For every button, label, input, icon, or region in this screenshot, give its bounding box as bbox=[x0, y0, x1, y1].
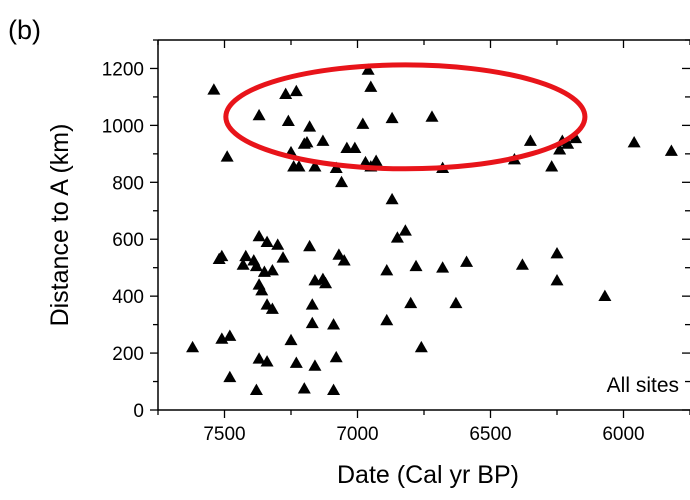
data-point-triangle bbox=[271, 238, 285, 250]
y-axis-title: Distance to A (km) bbox=[46, 124, 74, 327]
data-point-triangle bbox=[215, 332, 229, 344]
data-point-triangle bbox=[255, 283, 269, 296]
y-tick-label: 600 bbox=[112, 230, 144, 251]
data-point-triangle bbox=[369, 154, 383, 166]
data-point-triangle bbox=[327, 383, 341, 395]
data-point-triangle bbox=[223, 329, 237, 341]
data-point-triangle bbox=[284, 333, 298, 346]
data-point-triangle bbox=[335, 175, 349, 188]
data-point-triangle bbox=[380, 313, 394, 326]
data-point-triangle bbox=[414, 340, 428, 353]
y-tick-label: 1200 bbox=[102, 59, 144, 80]
data-point-triangle bbox=[385, 192, 399, 205]
data-point-triangle bbox=[252, 352, 266, 364]
data-point-triangle bbox=[348, 141, 362, 154]
all-sites-annotation: All sites bbox=[607, 374, 679, 397]
data-point-triangle bbox=[329, 350, 343, 363]
data-point-triangle bbox=[550, 274, 564, 286]
highlight-layer bbox=[223, 62, 588, 172]
data-point-triangle bbox=[289, 84, 303, 97]
data-point-triangle bbox=[545, 160, 559, 172]
data-point-triangle bbox=[279, 87, 293, 99]
data-point-triangle bbox=[319, 276, 333, 289]
data-point-triangle bbox=[305, 298, 319, 310]
data-point-triangle bbox=[356, 117, 370, 129]
y-tick-label: 0 bbox=[133, 401, 144, 422]
data-point-triangle bbox=[305, 316, 319, 329]
data-point-triangle bbox=[553, 143, 567, 155]
y-tick-label: 1000 bbox=[102, 116, 144, 137]
data-point-triangle bbox=[276, 251, 290, 263]
data-point-triangle bbox=[249, 259, 263, 272]
data-point-triangle bbox=[361, 63, 375, 75]
data-point-triangle bbox=[260, 355, 274, 367]
data-point-triangle bbox=[664, 144, 678, 156]
data-point-triangle bbox=[569, 131, 583, 144]
data-point-triangle bbox=[236, 258, 250, 270]
data-point-triangle bbox=[292, 160, 306, 172]
data-point-triangle bbox=[390, 231, 404, 243]
data-point-triangle bbox=[436, 261, 450, 273]
data-point-triangle bbox=[252, 108, 266, 121]
data-point-triangle bbox=[308, 160, 322, 172]
data-point-triangle bbox=[515, 258, 529, 270]
data-point-triangle bbox=[297, 137, 311, 149]
data-point-triangle bbox=[598, 289, 612, 302]
data-point-triangle bbox=[297, 382, 311, 394]
data-point-triangle bbox=[449, 296, 463, 309]
data-point-triangle bbox=[265, 302, 279, 314]
x-tick-label: 7500 bbox=[203, 424, 245, 445]
data-point-triangle bbox=[260, 235, 274, 247]
data-point-triangle bbox=[303, 239, 317, 252]
x-axis-title: Date (Cal yr BP) bbox=[337, 461, 519, 489]
data-point-triangle bbox=[316, 134, 330, 146]
data-point-triangle bbox=[550, 246, 564, 259]
data-point-triangle bbox=[303, 120, 317, 132]
data-point-triangle bbox=[364, 80, 378, 92]
data-point-triangle bbox=[398, 224, 412, 236]
axes: 0 200 400 600 800 1000 1200 7500 7000 6500 6000 bbox=[102, 39, 690, 445]
data-point-triangle bbox=[523, 134, 537, 146]
data-point-triangle bbox=[385, 111, 399, 124]
data-point-triangle bbox=[404, 296, 418, 309]
data-point-triangle bbox=[223, 370, 237, 383]
data-point-triangle bbox=[327, 318, 341, 330]
y-tick-label: 800 bbox=[112, 173, 144, 194]
data-point-triangle bbox=[212, 252, 226, 265]
data-point-triangle bbox=[281, 114, 295, 126]
data-point-triangle bbox=[308, 359, 322, 371]
x-tick-label: 7000 bbox=[336, 424, 378, 445]
labels: (b) Date (Cal yr BP) Distance to A (km) … bbox=[8, 15, 679, 489]
y-tick-label: 200 bbox=[112, 344, 144, 365]
data-point-triangle bbox=[289, 356, 303, 368]
data-point-triangle bbox=[265, 264, 279, 276]
data-point-triangle bbox=[239, 249, 253, 262]
x-tick-label: 6500 bbox=[469, 424, 511, 445]
data-point-triangle bbox=[337, 254, 351, 266]
y-tick-label: 400 bbox=[112, 287, 144, 308]
data-point-triangle bbox=[409, 259, 423, 272]
data-point-triangle bbox=[220, 150, 234, 162]
panel-label: (b) bbox=[8, 15, 41, 45]
data-point-triangle bbox=[252, 229, 266, 242]
data-point-triangle bbox=[425, 110, 439, 122]
x-tick-label: 6000 bbox=[602, 424, 644, 445]
data-point-triangle bbox=[460, 255, 474, 267]
data-point-triangle bbox=[186, 340, 200, 353]
data-point-triangle bbox=[380, 264, 394, 276]
data-point-triangle bbox=[207, 83, 221, 95]
data-point-triangle bbox=[627, 135, 641, 148]
data-point-triangle bbox=[332, 248, 346, 260]
data-point-triangle bbox=[561, 137, 575, 149]
data-point-triangle bbox=[249, 383, 263, 395]
data-points bbox=[186, 63, 678, 395]
highlight-ellipse bbox=[223, 62, 588, 172]
